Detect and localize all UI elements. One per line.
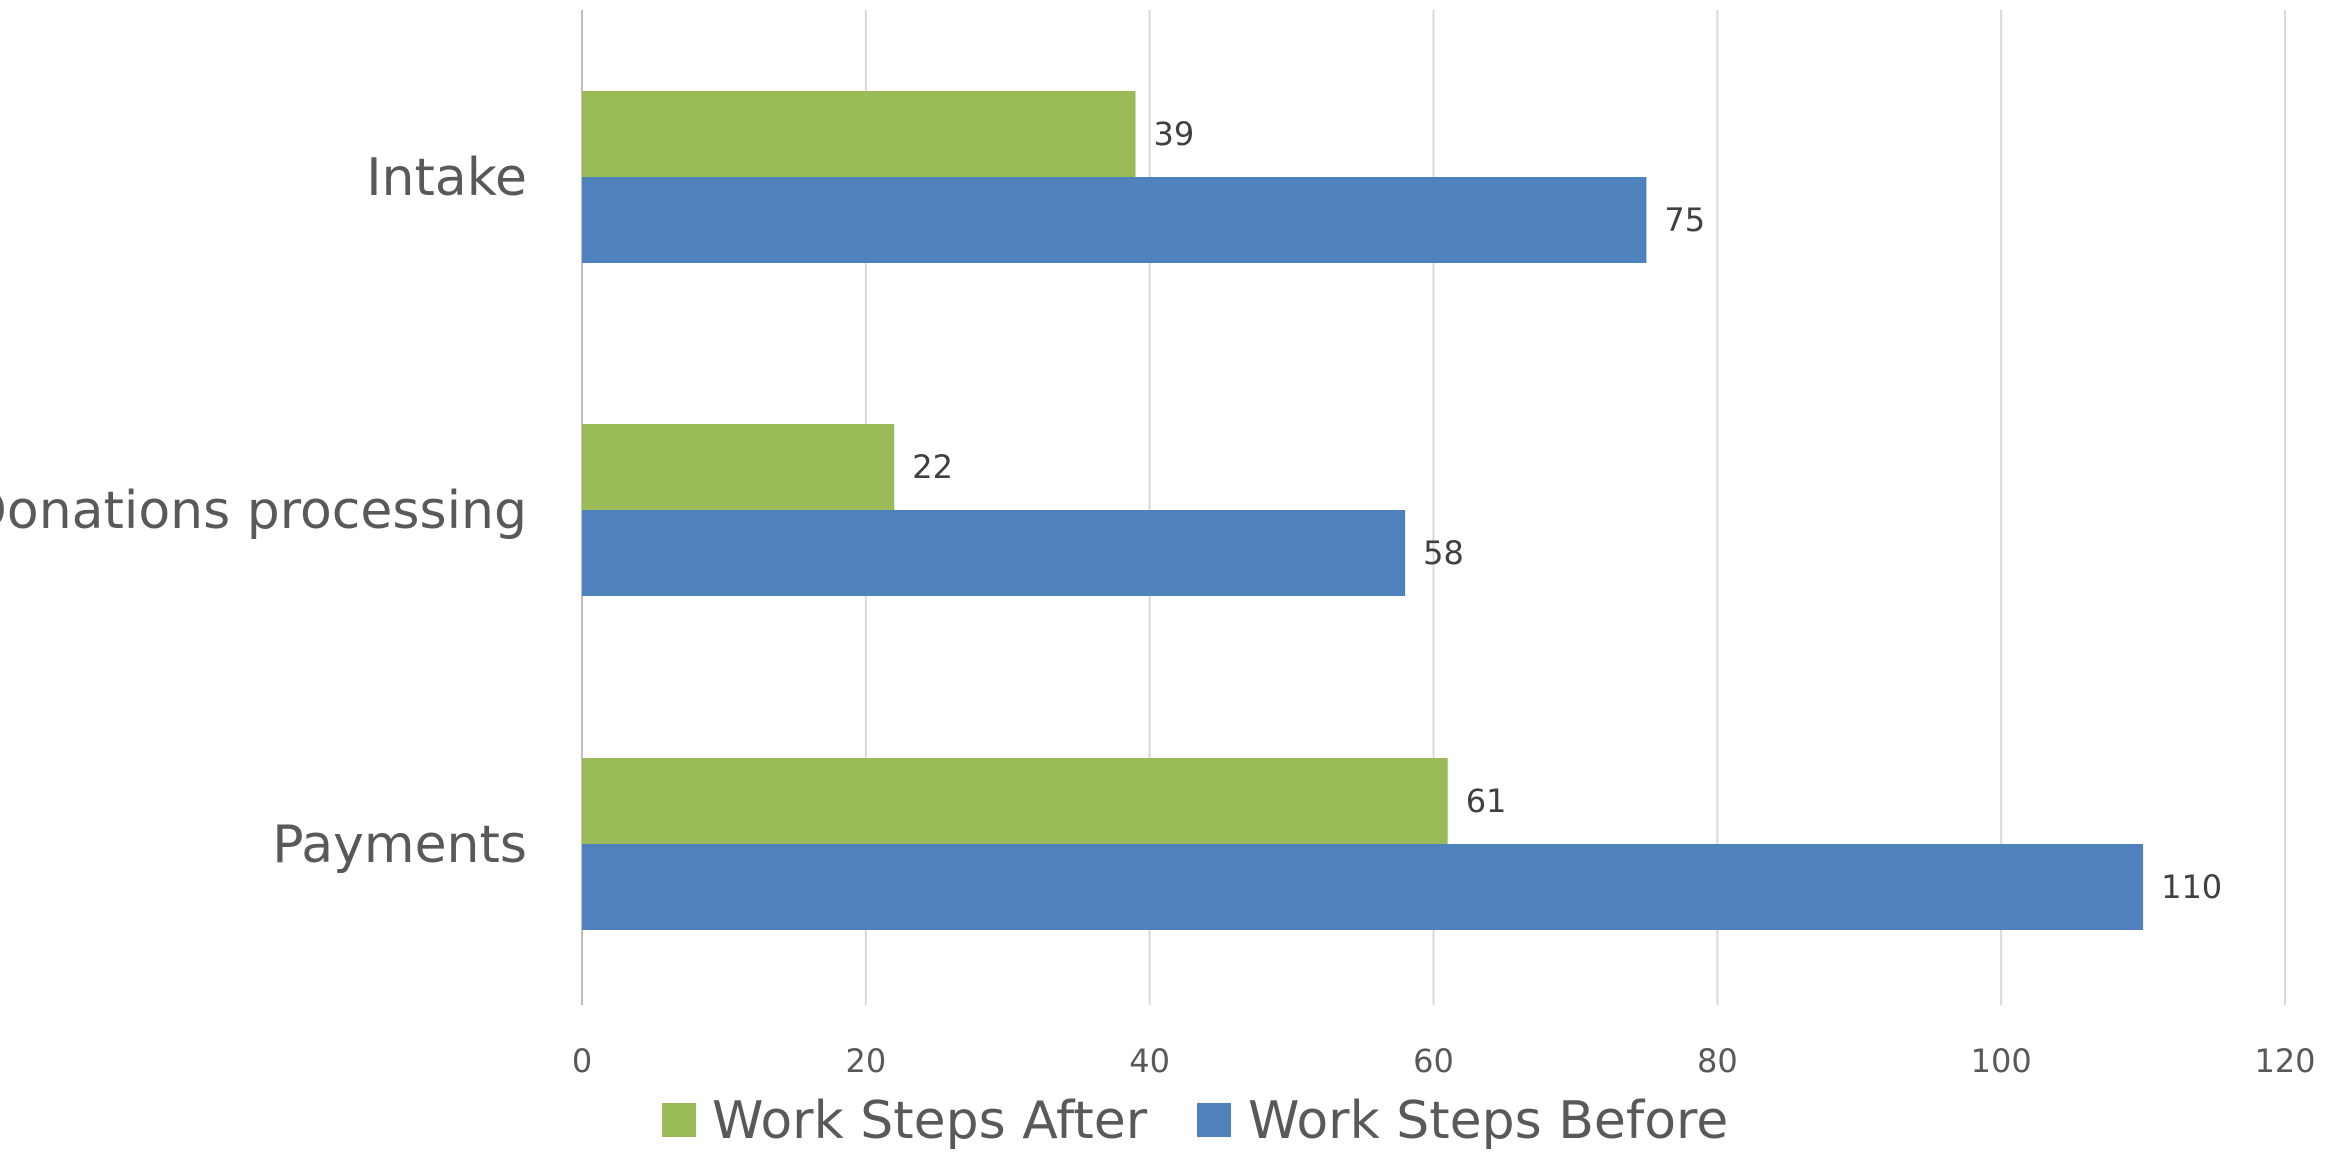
data-label: 61 — [1466, 782, 1507, 820]
data-label: 58 — [1423, 534, 1464, 572]
bar-before-0 — [582, 177, 1647, 263]
legend-label: Work Steps Before — [1248, 1091, 1728, 1151]
category-label: Donations processing — [0, 481, 527, 541]
legend-swatch-after — [662, 1103, 696, 1137]
bar-after-2 — [582, 758, 1448, 844]
x-tick-label: 20 — [845, 1042, 886, 1080]
x-axis-ticks: 0 20 40 60 80 100 120 — [572, 1042, 2316, 1080]
x-tick-label: 40 — [1129, 1042, 1170, 1080]
bar-before-2 — [582, 844, 2144, 930]
x-tick-label: 120 — [2254, 1042, 2315, 1080]
data-labels: 39 75 22 58 61 110 — [912, 115, 2222, 906]
x-tick-label: 100 — [1971, 1042, 2032, 1080]
category-label: Payments — [272, 815, 527, 875]
bar-after-0 — [582, 91, 1136, 177]
data-label: 22 — [912, 448, 953, 486]
bar-after-1 — [582, 424, 895, 510]
data-label: 110 — [2161, 868, 2222, 906]
data-label: 75 — [1664, 201, 1705, 239]
category-label: Intake — [366, 148, 527, 208]
data-label: 39 — [1153, 115, 1194, 153]
x-tick-label: 80 — [1697, 1042, 1738, 1080]
x-tick-label: 0 — [572, 1042, 592, 1080]
bars — [582, 91, 2144, 930]
bar-before-1 — [582, 510, 1406, 596]
category-labels: Intake Donations processing Payments — [0, 148, 527, 875]
legend: Work Steps After Work Steps Before — [662, 1091, 1728, 1151]
legend-swatch-before — [1197, 1103, 1231, 1137]
legend-label: Work Steps After — [712, 1091, 1148, 1151]
x-tick-label: 60 — [1413, 1042, 1454, 1080]
